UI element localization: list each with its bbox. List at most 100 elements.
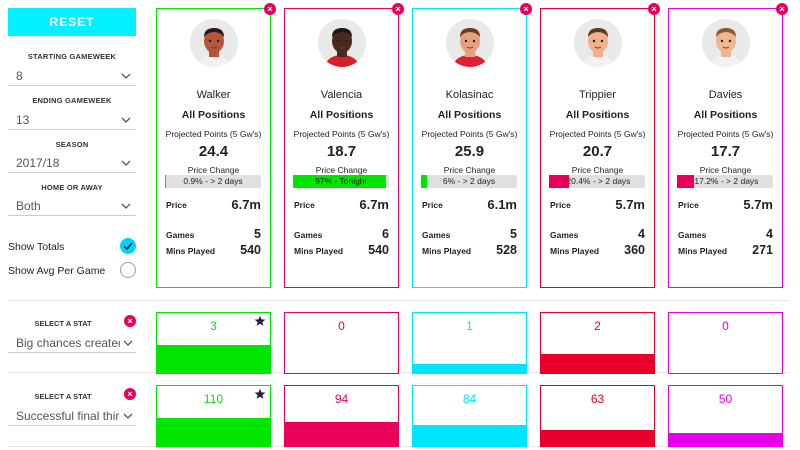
stat-fill-bar [541, 430, 654, 446]
stat-select-value: Big chances created [16, 335, 120, 350]
stat-box: 0 [668, 312, 783, 374]
player-card: × Davies All Positions Projected Points (5 … [668, 3, 788, 288]
stat-box: 0 [284, 312, 399, 374]
stat-fill-bar [157, 418, 270, 446]
player-avatar-icon [702, 19, 750, 67]
remove-player-icon[interactable]: × [648, 3, 660, 15]
reset-button[interactable]: RESET [8, 8, 136, 36]
player-position: All Positions [181, 109, 246, 121]
games-label: Games [294, 230, 323, 240]
player-position: All Positions [437, 109, 502, 121]
player-card: × Valencia All Positions Projected Points (… [284, 3, 404, 288]
price-label: Price [550, 200, 571, 210]
stat-select-1[interactable]: Big chances created [8, 333, 136, 353]
projected-points-value: 18.7 [326, 143, 357, 160]
row-divider [8, 300, 790, 301]
price-change-text: -17.2% - > 2 days [691, 176, 759, 186]
projected-points-value: 17.7 [710, 143, 741, 160]
stat-value: 0 [722, 319, 729, 333]
stat-value: 2 [594, 319, 601, 333]
stat-fill-bar [157, 345, 270, 373]
games-label: Games [166, 230, 195, 240]
mins-played-value: 271 [752, 243, 773, 257]
projected-points-value: 25.9 [454, 143, 485, 160]
price-change-fill [677, 175, 694, 188]
chevron-down-icon [123, 413, 133, 419]
stat-box: 1 [412, 312, 527, 374]
price-change-label: Price Change [315, 165, 368, 175]
remove-player-icon[interactable]: × [776, 3, 788, 15]
price-value: 6.7m [231, 197, 261, 212]
projected-points-label: Projected Points (5 Gw's) [293, 129, 390, 139]
price-change-label: Price Change [187, 165, 240, 175]
select-stat-label: SELECT A STAT [34, 319, 92, 328]
chevron-down-icon [121, 73, 131, 79]
home-away-value: Both [16, 198, 41, 213]
stat-value: 3 [210, 319, 217, 333]
remove-stat-icon[interactable]: × [124, 315, 136, 327]
player-avatar-icon [318, 19, 366, 67]
player-card: × Walker All Positions Projected Points (5 … [156, 3, 276, 288]
player-avatar-icon [574, 19, 622, 67]
ending-gameweek-label: ENDING GAMEWEEK [32, 96, 112, 105]
games-value: 5 [510, 227, 517, 241]
season-value: 2017/18 [16, 155, 60, 170]
stat-value: 94 [334, 392, 349, 406]
mins-played-value: 528 [496, 243, 517, 257]
unchecked-circle-icon[interactable] [120, 262, 136, 278]
mins-played-label: Mins Played [678, 246, 728, 256]
player-name: Kolasinac [445, 89, 494, 101]
season-select[interactable]: 2017/18 [8, 153, 136, 173]
price-label: Price [166, 200, 187, 210]
remove-player-icon[interactable]: × [264, 3, 276, 15]
price-label: Price [422, 200, 443, 210]
games-label: Games [422, 230, 451, 240]
games-value: 4 [766, 227, 773, 241]
mins-played-value: 540 [240, 243, 261, 257]
stat-value: 0 [338, 319, 345, 333]
price-change-fill [293, 175, 387, 188]
games-value: 4 [638, 227, 645, 241]
stat-box: 110 [156, 385, 271, 447]
projected-points-label: Projected Points (5 Gw's) [421, 129, 518, 139]
chevron-down-icon [123, 340, 133, 346]
mins-played-value: 540 [368, 243, 389, 257]
stat-value: 63 [590, 392, 605, 406]
price-value: 5.7m [743, 197, 773, 212]
stat-fill-bar [541, 354, 654, 373]
checkmark-icon[interactable] [120, 238, 136, 254]
chevron-down-icon [121, 117, 131, 123]
player-avatar-icon [190, 19, 238, 67]
price-change-bar: -20.4% - > 2 days [549, 175, 645, 188]
price-change-fill [421, 175, 427, 188]
player-position: All Positions [565, 109, 630, 121]
starting-gameweek-label: STARTING GAMEWEEK [27, 52, 117, 61]
stat-value: 1 [466, 319, 473, 333]
mins-played-value: 360 [624, 243, 645, 257]
remove-player-icon[interactable]: × [392, 3, 404, 15]
show-totals-toggle[interactable]: Show Totals [8, 238, 138, 256]
games-label: Games [550, 230, 579, 240]
home-away-select[interactable]: Both [8, 196, 136, 216]
remove-stat-icon[interactable]: × [124, 388, 136, 400]
player-name: Trippier [579, 89, 616, 101]
games-label: Games [678, 230, 707, 240]
stat-box: 84 [412, 385, 527, 447]
ending-gameweek-select[interactable]: 13 [8, 110, 136, 130]
player-avatar-icon [446, 19, 494, 67]
price-change-label: Price Change [699, 165, 752, 175]
show-avg-toggle[interactable]: Show Avg Per Game [8, 262, 138, 280]
stat-select-2[interactable]: Successful final third passes [8, 406, 136, 426]
show-totals-label: Show Totals [8, 241, 65, 253]
stat-fill-bar [669, 433, 782, 446]
projected-points-label: Projected Points (5 Gw's) [549, 129, 646, 139]
player-card: × Kolasinac All Positions Projected Points … [412, 3, 532, 288]
remove-player-icon[interactable]: × [520, 3, 532, 15]
stat-box: 94 [284, 385, 399, 447]
price-label: Price [294, 200, 315, 210]
select-stat-label: SELECT A STAT [34, 392, 92, 401]
player-card: × Trippier All Positions Projected Points (… [540, 3, 660, 288]
player-position: All Positions [309, 109, 374, 121]
starting-gameweek-select[interactable]: 8 [8, 66, 136, 86]
show-avg-label: Show Avg Per Game [8, 265, 106, 277]
